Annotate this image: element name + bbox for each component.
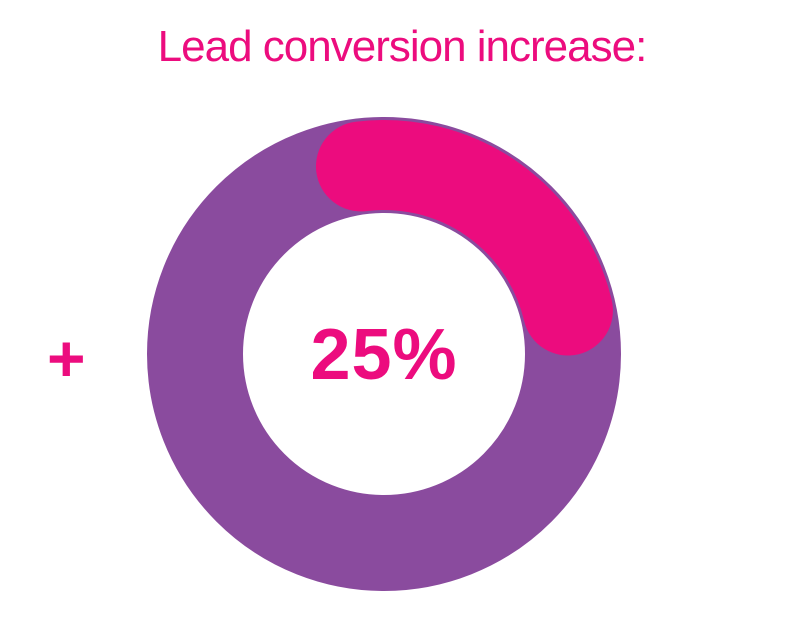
center-percentage-label: 25% (310, 315, 458, 395)
donut-highlight-arc (315, 120, 613, 356)
chart-title: Lead conversion increase: (157, 22, 648, 71)
plus-sign: + (47, 321, 86, 395)
